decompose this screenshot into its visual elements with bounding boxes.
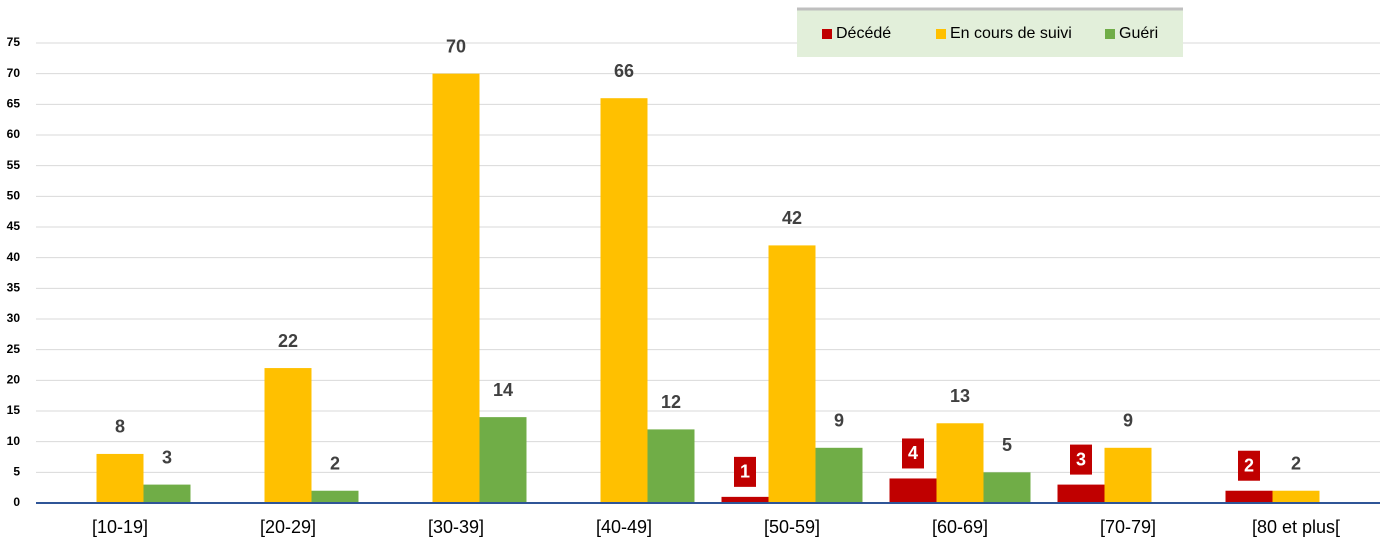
data-label-box	[734, 456, 756, 487]
bar	[1225, 490, 1273, 503]
y-tick-label: 75	[7, 35, 21, 49]
data-label-box	[1238, 450, 1260, 481]
y-tick-label: 20	[7, 373, 21, 387]
bar	[600, 98, 648, 503]
legend-box	[797, 8, 1183, 57]
bar	[889, 478, 937, 503]
data-label: 5	[1002, 435, 1012, 455]
data-label: 66	[614, 61, 634, 81]
bar	[311, 490, 359, 503]
legend-swatch	[1105, 29, 1115, 39]
data-label: 22	[278, 331, 298, 351]
bar	[432, 73, 480, 504]
x-tick-label: [50-59]	[764, 517, 820, 537]
y-tick-label: 35	[7, 281, 21, 295]
data-label: 2	[1291, 453, 1301, 473]
bar	[1104, 447, 1152, 503]
y-tick-label: 50	[7, 189, 21, 203]
y-tick-label: 55	[7, 158, 21, 172]
y-tick-label: 0	[13, 495, 20, 509]
legend-label: Décédé	[836, 25, 891, 42]
bar	[721, 496, 769, 503]
bar	[1057, 484, 1105, 503]
data-label: 3	[1076, 449, 1086, 469]
x-tick-label: [70-79]	[1100, 517, 1156, 537]
y-tick-label: 15	[7, 403, 21, 417]
x-tick-label: [40-49]	[596, 517, 652, 537]
data-label: 4	[908, 443, 918, 463]
data-label-box	[1070, 444, 1092, 475]
y-tick-label: 5	[13, 465, 20, 479]
x-tick-label: [80 et plus[	[1252, 517, 1340, 537]
x-tick-label: [60-69]	[932, 517, 988, 537]
x-tick-label: [30-39]	[428, 517, 484, 537]
data-label: 42	[782, 208, 802, 228]
legend-label: Guéri	[1119, 25, 1158, 42]
bar	[647, 429, 695, 503]
bar	[936, 423, 984, 503]
y-tick-label: 60	[7, 127, 21, 141]
data-label: 12	[661, 392, 681, 412]
y-tick-label: 30	[7, 311, 21, 325]
y-tick-label: 40	[7, 250, 21, 264]
data-label: 2	[1244, 455, 1254, 475]
bar	[983, 472, 1031, 503]
bar	[479, 417, 527, 503]
y-tick-label: 10	[7, 434, 21, 448]
y-tick-label: 65	[7, 97, 21, 111]
legend-swatch	[822, 29, 832, 39]
data-label: 1	[740, 462, 750, 482]
legend-label: En cours de suivi	[950, 25, 1072, 42]
data-label: 2	[330, 453, 340, 473]
x-tick-label: [10-19]	[92, 517, 148, 537]
bar	[815, 447, 863, 503]
data-label-box	[902, 438, 924, 469]
y-tick-label: 70	[7, 66, 21, 80]
y-tick-label: 45	[7, 219, 21, 233]
bar	[96, 453, 144, 503]
y-tick-label: 25	[7, 342, 21, 356]
data-label: 3	[162, 447, 172, 467]
bar	[264, 368, 312, 503]
data-label: 70	[446, 36, 466, 56]
legend-swatch	[936, 29, 946, 39]
bar	[768, 245, 816, 503]
data-label: 14	[493, 380, 513, 400]
data-label: 9	[1123, 411, 1133, 431]
data-label: 13	[950, 386, 970, 406]
x-tick-label: [20-29]	[260, 517, 316, 537]
data-label: 8	[115, 417, 125, 437]
bar	[1272, 490, 1320, 503]
data-label: 9	[834, 411, 844, 431]
bar	[143, 484, 191, 503]
